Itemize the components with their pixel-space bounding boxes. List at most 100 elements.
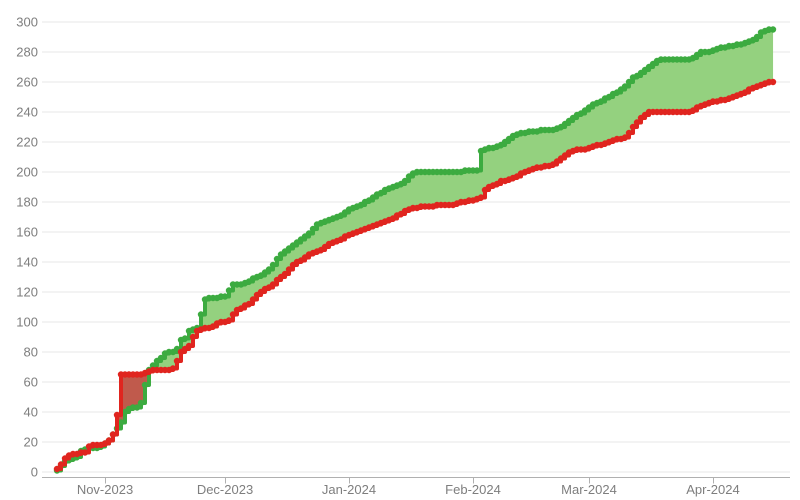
data-point[interactable] <box>189 333 197 341</box>
data-point[interactable] <box>625 78 633 86</box>
data-point[interactable] <box>273 255 281 263</box>
data-point[interactable] <box>141 381 149 389</box>
x-axis-tick-label: Mar-2024 <box>561 482 617 497</box>
band-segment-green <box>756 37 762 87</box>
band-segment-green <box>368 200 374 228</box>
band-segment-green <box>620 89 626 139</box>
band-segment-green <box>460 172 466 202</box>
data-point[interactable] <box>105 437 113 444</box>
band-segment-green <box>600 101 606 145</box>
y-axis-tick-label: 220 <box>16 135 38 150</box>
data-point[interactable] <box>625 129 633 137</box>
data-point[interactable] <box>169 365 177 372</box>
data-point[interactable] <box>185 342 193 350</box>
band-segment-green <box>640 73 646 118</box>
band-segment-green <box>436 172 442 205</box>
band-segment-green <box>644 70 650 115</box>
x-axis: Nov-2023 Dec-2023 Jan-2024 Feb-2024 Mar-2024… <box>42 477 790 497</box>
data-point[interactable] <box>137 399 145 407</box>
data-point[interactable] <box>633 119 641 126</box>
band-segment-green <box>452 172 458 205</box>
band-segment-green <box>488 148 494 187</box>
x-axis-tick-label: Dec-2023 <box>197 482 253 497</box>
band-segment-green <box>296 242 302 262</box>
band-segment-green <box>444 172 450 205</box>
data-point[interactable] <box>265 266 273 273</box>
data-point[interactable] <box>149 362 157 369</box>
band-segment-green <box>328 220 334 244</box>
band-segment-green <box>320 223 326 250</box>
band-segment-green <box>544 130 550 166</box>
data-point[interactable] <box>229 311 237 318</box>
data-point[interactable] <box>477 194 485 201</box>
data-point[interactable] <box>133 404 141 411</box>
band-segment-green <box>688 59 694 112</box>
band-segment-green <box>236 284 242 310</box>
series-line-lower-red <box>55 80 775 471</box>
data-point[interactable] <box>309 225 317 233</box>
data-point[interactable] <box>225 287 233 294</box>
data-point[interactable] <box>629 123 637 131</box>
data-point[interactable] <box>81 449 89 456</box>
data-point[interactable] <box>173 357 181 365</box>
data-point[interactable] <box>473 167 481 174</box>
y-axis-tick-label: 80 <box>24 345 38 360</box>
y-axis-tick-label: 0 <box>31 465 38 480</box>
band-segment-green <box>532 131 538 169</box>
data-point[interactable] <box>269 261 277 269</box>
y-axis-tick-label: 240 <box>16 105 38 120</box>
band-segment-green <box>716 49 722 102</box>
band-segment-green <box>628 82 634 133</box>
x-axis-tick-label: Jan-2024 <box>322 482 376 497</box>
band-segment-green <box>336 217 342 241</box>
data-point[interactable] <box>281 270 289 278</box>
data-point[interactable] <box>245 300 253 308</box>
data-point[interactable] <box>157 354 165 362</box>
data-point[interactable] <box>305 230 313 237</box>
data-point[interactable] <box>113 411 121 419</box>
data-point[interactable] <box>269 281 277 288</box>
band-segment-green <box>348 209 354 235</box>
data-point[interactable] <box>53 465 61 473</box>
data-point[interactable] <box>285 266 293 273</box>
band-segment-green <box>340 215 346 240</box>
band-segment-green <box>332 218 338 243</box>
data-point[interactable] <box>401 177 409 185</box>
band-segment-green <box>260 275 266 292</box>
data-point[interactable] <box>753 33 761 41</box>
band-segment-green <box>540 130 546 168</box>
data-point[interactable] <box>57 461 65 468</box>
series-lower-red <box>53 78 777 473</box>
band-segment-green <box>228 290 234 321</box>
band-segment-red <box>132 374 138 408</box>
y-axis-tick-label: 120 <box>16 285 38 300</box>
data-point[interactable] <box>225 317 233 324</box>
data-point[interactable] <box>117 419 125 426</box>
band-segment-green <box>300 239 306 261</box>
data-point[interactable] <box>769 78 777 86</box>
data-point[interactable] <box>769 26 777 33</box>
band-segment-green <box>564 124 570 156</box>
band-segment-green <box>720 47 726 100</box>
band-segment-green <box>536 131 542 168</box>
band-segment-green <box>492 148 498 186</box>
band-segment-green <box>220 296 226 322</box>
band-segment-green <box>312 229 318 253</box>
data-point[interactable] <box>181 335 189 342</box>
band-segment-green <box>268 269 274 288</box>
band-segment-green <box>252 278 258 300</box>
band-segment-green <box>288 248 294 270</box>
data-point[interactable] <box>221 293 229 300</box>
data-point[interactable] <box>197 311 205 318</box>
band-fill <box>56 29 774 471</box>
x-axis-tick-label: Feb-2024 <box>445 482 501 497</box>
band-segment-green <box>636 76 642 123</box>
band-segment-green <box>484 149 490 190</box>
band-segment-green <box>632 77 638 127</box>
data-point[interactable] <box>621 83 629 90</box>
band-segment-green <box>548 130 554 166</box>
data-point[interactable] <box>109 431 117 438</box>
band-segment-green <box>520 133 526 174</box>
data-point[interactable] <box>621 134 629 141</box>
data-point[interactable] <box>249 296 257 303</box>
